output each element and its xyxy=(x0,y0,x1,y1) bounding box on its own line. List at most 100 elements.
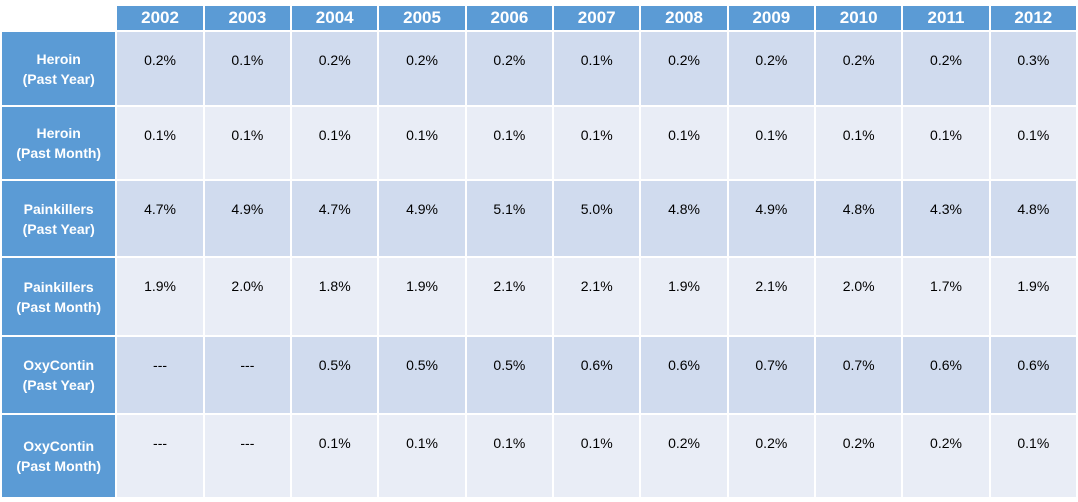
table-cell: 4.9% xyxy=(204,181,291,256)
table-cell: 2.1% xyxy=(554,258,640,335)
row-header: OxyContin (Past Year) xyxy=(2,337,116,413)
table-cell: 0.1% xyxy=(379,107,465,179)
table-cell: 5.0% xyxy=(554,181,640,256)
table-cell: 5.1% xyxy=(466,181,553,256)
table-cell: 0.2% xyxy=(641,32,727,105)
table-cell: 0.1% xyxy=(292,415,378,497)
table-cell: 2.1% xyxy=(466,258,553,335)
table-cell: 0.1% xyxy=(292,107,378,179)
row-header: OxyContin (Past Month) xyxy=(2,415,116,497)
table-cell: 0.1% xyxy=(466,415,553,497)
table-cell: 0.1% xyxy=(204,32,291,105)
row-header: Heroin (Past Month) xyxy=(2,107,116,179)
year-header: 2007 xyxy=(554,6,640,30)
row-header: Painkillers (Past Month) xyxy=(2,258,116,335)
table-cell: 0.1% xyxy=(990,415,1076,497)
row-header-period: (Past Month) xyxy=(16,145,102,161)
row-header-drug: OxyContin xyxy=(23,438,95,454)
table-cell: 0.2% xyxy=(816,32,902,105)
year-header: 2011 xyxy=(903,6,989,30)
table-cell: 0.2% xyxy=(903,415,989,497)
year-header: 2004 xyxy=(292,6,378,30)
table-cell: 4.3% xyxy=(903,181,989,256)
row-header-period: (Past Year) xyxy=(22,377,95,393)
table-cell: 0.2% xyxy=(117,32,203,105)
table-cell: 0.7% xyxy=(728,337,815,413)
table-cell: 0.1% xyxy=(117,107,203,179)
table-cell: 2.0% xyxy=(816,258,902,335)
table-cell: 0.2% xyxy=(641,415,727,497)
table-cell: 1.7% xyxy=(903,258,989,335)
table-cell: 4.7% xyxy=(117,181,203,256)
table-cell: 0.2% xyxy=(728,415,815,497)
table-cell: 4.9% xyxy=(728,181,815,256)
table-cell: 2.0% xyxy=(204,258,291,335)
table-cell: 4.9% xyxy=(379,181,465,256)
row-header-period: (Past Year) xyxy=(22,70,95,87)
table-cell: 0.2% xyxy=(466,32,553,105)
table-cell: --- xyxy=(117,337,203,413)
year-header: 2012 xyxy=(990,6,1076,30)
year-header: 2005 xyxy=(379,6,465,30)
row-header-period: (Past Month) xyxy=(16,458,102,474)
row-header: Heroin (Past Year) xyxy=(2,32,116,105)
table-cell: 0.6% xyxy=(641,337,727,413)
row-header-drug: OxyContin xyxy=(23,357,95,373)
table-row: OxyContin (Past Year) --- --- 0.5% 0.5% 0.5% 0.… xyxy=(2,337,1076,413)
table-cell: 2.1% xyxy=(728,258,815,335)
table-cell: 0.3% xyxy=(990,32,1076,105)
row-header: Painkillers (Past Year) xyxy=(2,181,116,256)
table-cell: 0.1% xyxy=(728,107,815,179)
table-cell: --- xyxy=(204,337,291,413)
table-cell: 1.9% xyxy=(379,258,465,335)
table-row: Painkillers (Past Month) 1.9% 2.0% 1.8% 1.9% 2… xyxy=(2,258,1076,335)
header-row: 2002 2003 2004 2005 2006 2007 2008 2009 … xyxy=(2,6,1076,30)
table-cell: 0.5% xyxy=(292,337,378,413)
year-header: 2003 xyxy=(204,6,291,30)
row-header-drug: Painkillers xyxy=(23,278,94,295)
table-cell: 1.9% xyxy=(990,258,1076,335)
table-cell: 0.1% xyxy=(641,107,727,179)
table-row: Painkillers (Past Year) 4.7% 4.9% 4.7% 4.9% 5.… xyxy=(2,181,1076,256)
year-header: 2008 xyxy=(641,6,727,30)
table-body: Heroin (Past Year) 0.2% 0.1% 0.2% 0.2% 0.2% 0.1… xyxy=(2,32,1076,497)
table-cell: 0.5% xyxy=(379,337,465,413)
table-cell: 0.1% xyxy=(990,107,1076,179)
table-cell: 0.2% xyxy=(292,32,378,105)
table-cell: 1.9% xyxy=(641,258,727,335)
table-cell: --- xyxy=(204,415,291,497)
table-cell: 0.1% xyxy=(204,107,291,179)
table-cell: 0.1% xyxy=(554,415,640,497)
table-cell: --- xyxy=(117,415,203,497)
table-cell: 0.2% xyxy=(379,32,465,105)
table-cell: 0.6% xyxy=(903,337,989,413)
table-row: Heroin (Past Month) 0.1% 0.1% 0.1% 0.1% 0.1% 0.… xyxy=(2,107,1076,179)
table-row: OxyContin (Past Month) --- --- 0.1% 0.1% 0.1% 0… xyxy=(2,415,1076,497)
table-cell: 0.1% xyxy=(379,415,465,497)
corner-cell xyxy=(2,6,116,30)
table-cell: 4.8% xyxy=(641,181,727,256)
year-header: 2002 xyxy=(117,6,203,30)
table-cell: 0.2% xyxy=(816,415,902,497)
table-cell: 1.8% xyxy=(292,258,378,335)
table-cell: 0.7% xyxy=(816,337,902,413)
row-header-drug: Heroin xyxy=(36,125,81,141)
table-row: Heroin (Past Year) 0.2% 0.1% 0.2% 0.2% 0.2% 0.1… xyxy=(2,32,1076,105)
table-cell: 0.1% xyxy=(554,107,640,179)
year-header: 2009 xyxy=(728,6,815,30)
year-header: 2010 xyxy=(816,6,902,30)
table-cell: 0.2% xyxy=(728,32,815,105)
drug-use-table: 2002 2003 2004 2005 2006 2007 2008 2009 … xyxy=(0,4,1078,499)
row-header-drug: Painkillers xyxy=(23,200,94,217)
row-header-period: (Past Year) xyxy=(22,220,95,237)
table-cell: 0.6% xyxy=(554,337,640,413)
table-cell: 0.5% xyxy=(466,337,553,413)
table-cell: 4.7% xyxy=(292,181,378,256)
table-cell: 0.1% xyxy=(816,107,902,179)
table-cell: 0.6% xyxy=(990,337,1076,413)
table-cell: 0.2% xyxy=(903,32,989,105)
table-cell: 0.1% xyxy=(466,107,553,179)
table-cell: 0.1% xyxy=(903,107,989,179)
table-cell: 0.1% xyxy=(554,32,640,105)
table-cell: 1.9% xyxy=(117,258,203,335)
